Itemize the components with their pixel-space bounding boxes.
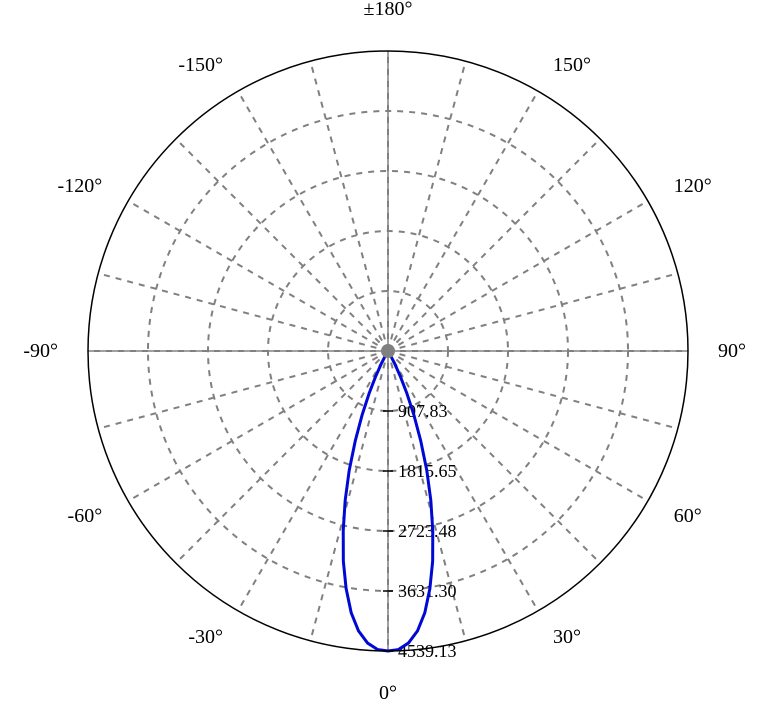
- angle-label: -150°: [178, 54, 223, 76]
- angle-label: 30°: [553, 626, 581, 648]
- radial-label: 907.83: [398, 401, 448, 421]
- center-dot: [381, 344, 395, 358]
- angle-label: -60°: [68, 505, 103, 527]
- polar-chart: 907.831815.652723.483631.304539.13±180°1…: [0, 0, 757, 702]
- angle-label: 60°: [674, 505, 702, 527]
- angle-label: 0°: [379, 682, 397, 702]
- angle-label: 90°: [718, 340, 746, 362]
- angle-label: -30°: [188, 626, 223, 648]
- angle-label: -120°: [58, 175, 103, 197]
- angle-label: 120°: [674, 175, 712, 197]
- angle-label: -90°: [23, 340, 58, 362]
- radial-label: 2723.48: [398, 521, 457, 541]
- angle-label: 150°: [553, 54, 591, 76]
- angle-label: ±180°: [364, 0, 413, 20]
